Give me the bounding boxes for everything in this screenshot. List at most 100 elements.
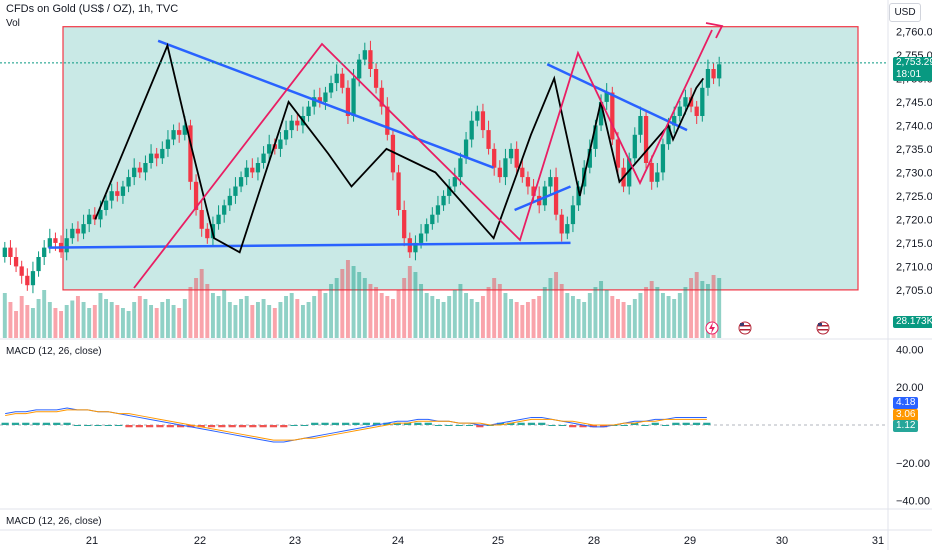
candle-body (75, 228, 81, 234)
macd-histogram-bar (414, 422, 422, 425)
candle-body (25, 275, 30, 286)
volume-bar (497, 284, 502, 338)
lightning-icon[interactable] (705, 321, 719, 335)
candle-body (396, 172, 401, 210)
volume-bar (177, 308, 182, 338)
time-tick-label: 28 (588, 535, 600, 547)
currency-button[interactable]: USD (889, 3, 921, 22)
candle-body (120, 186, 126, 196)
candle-body (2, 247, 7, 257)
candle-body (418, 233, 424, 243)
volume-bar (205, 284, 210, 338)
volume-bar (705, 284, 710, 338)
symbol-title[interactable]: CFDs on Gold (US$ / OZ), 1h, TVC (6, 3, 179, 15)
candle-body (531, 186, 536, 196)
candle-body (660, 144, 666, 173)
time-tick-label: 23 (289, 535, 301, 547)
volume-bar (587, 293, 592, 338)
macd-axis[interactable]: 40.00 20.00 −20.00 −40.00 (896, 344, 930, 507)
time-tick-label: 29 (684, 535, 696, 547)
price-tick-label: 2,730.00 (896, 167, 932, 179)
candle-body (36, 257, 41, 272)
us-flag-icon[interactable] (738, 321, 752, 335)
volume-bar (385, 296, 390, 338)
candle-body (317, 97, 322, 102)
candle-body (103, 200, 109, 210)
candle-body (53, 238, 58, 243)
candle-body (177, 130, 182, 135)
macd-title[interactable]: MACD (12, 26, close) (6, 346, 102, 357)
candle-body (604, 92, 609, 102)
candle-body (64, 238, 69, 253)
candle-body (587, 148, 592, 168)
candle-body (244, 167, 249, 178)
candle-body (357, 59, 362, 79)
red-zigzag-path (133, 29, 713, 289)
volume-bar (64, 305, 69, 338)
candle-body (193, 181, 199, 210)
last-price-badge: 2,753.29 18:01 (893, 56, 932, 81)
candle-body (705, 69, 711, 88)
time-axis[interactable]: 21 22 23 24 25 28 29 30 31 (86, 535, 884, 547)
candle-body (47, 238, 52, 248)
volume-bar (8, 302, 13, 338)
volume-bar (120, 308, 125, 338)
candle-body (188, 125, 193, 182)
volume-bar (165, 299, 170, 338)
macd-histogram-bar (620, 425, 628, 426)
macd-histogram-bar (465, 425, 474, 426)
candle-body (486, 130, 491, 149)
volume-bar (632, 299, 637, 338)
candle-body (295, 120, 300, 126)
candle-body (615, 139, 621, 168)
volume-bar (531, 299, 536, 338)
volume-bar (98, 293, 103, 338)
candle-body (385, 106, 390, 135)
volume-bar (582, 302, 587, 338)
volume-bar (87, 308, 92, 338)
candle-body (98, 210, 103, 220)
volume-bar (413, 272, 418, 338)
volume-bar (19, 296, 24, 338)
macd-title-2[interactable]: MACD (12, 26, close) (6, 516, 102, 527)
macd-histogram-bar (166, 425, 174, 428)
candle-body (430, 214, 435, 225)
volume-bar (644, 287, 649, 338)
macd-histogram-bar (238, 425, 247, 428)
macd-histogram-bar (403, 422, 412, 425)
candle-body (402, 210, 407, 239)
volume-bar (419, 284, 424, 338)
candle-body (283, 130, 289, 140)
volume-bar (638, 293, 643, 338)
volume-bar (154, 308, 159, 338)
candle-body (503, 158, 508, 178)
candle-body (447, 186, 452, 196)
macd-histogram-bar (641, 425, 649, 426)
macd-histogram-bar (600, 425, 608, 428)
macd-tick-label: −20.00 (896, 458, 930, 470)
candle-body (632, 134, 637, 159)
candle-body (312, 97, 317, 107)
macd-histogram-bar (630, 422, 639, 425)
macd-histogram-bar (94, 425, 102, 426)
macd-histogram-bar (517, 422, 525, 425)
time-tick-label: 31 (872, 535, 884, 547)
last-price-value: 2,753.29 (896, 56, 932, 68)
volume-bar (565, 293, 570, 338)
volume-bar (559, 284, 564, 338)
macd-histogram-bar (651, 422, 659, 425)
candle-body (222, 205, 227, 215)
price-tick-label: 2,720.00 (896, 214, 932, 226)
price-axis[interactable]: 2,760.002,755.002,750.002,745.002,740.00… (896, 26, 932, 297)
volume-bar (261, 299, 266, 338)
volume-bar (81, 302, 86, 338)
volume-bar (300, 305, 305, 338)
volume-bar (25, 305, 30, 338)
volume-bar (464, 293, 469, 338)
volume-bar (233, 305, 238, 338)
histogram-value-badge: 1.12 (893, 420, 919, 432)
candle-body (610, 92, 615, 140)
us-flag-icon[interactable] (816, 321, 830, 335)
candle-body (677, 106, 682, 116)
